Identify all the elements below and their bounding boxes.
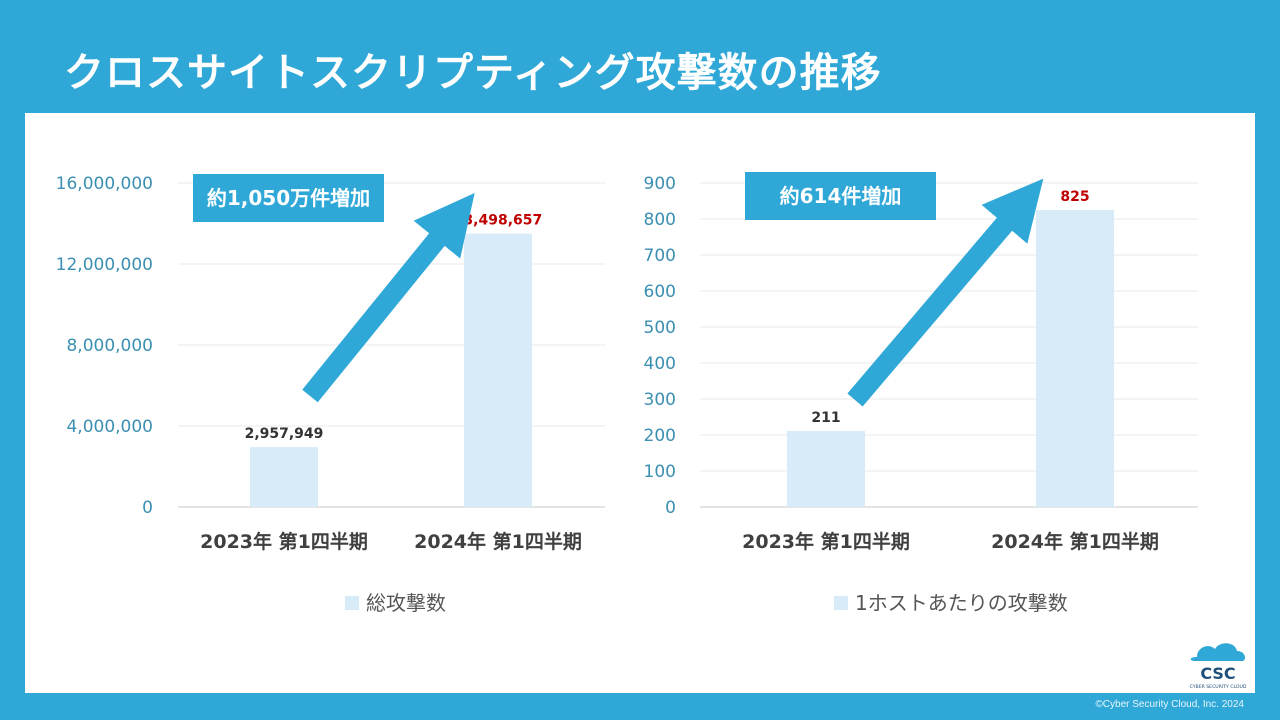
x-category-label: 2023年 第1四半期 [200,530,368,553]
logo-subtext: CYBER SECURITY CLOUD [1190,684,1247,690]
bar [1036,210,1114,507]
legend-swatch [345,596,359,610]
logo-text: CSC [1200,664,1235,683]
legend-label: 総攻撃数 [366,591,446,615]
bar [787,431,865,507]
y-tick-label: 8,000,000 [66,336,153,356]
y-tick-label: 4,000,000 [66,417,153,437]
page-title: クロスサイトスクリプティング攻撃数の推移 [64,50,882,96]
y-tick-label: 16,000,000 [56,174,153,194]
y-tick-label: 500 [644,318,676,338]
y-tick-label: 700 [644,246,676,266]
legend-label: 1ホストあたりの攻撃数 [855,591,1068,615]
growth-arrow [847,178,1044,407]
copyright-text: ©Cyber Security Cloud, Inc. 2024 [1095,699,1244,710]
bar-data-label: 2,957,949 [245,426,324,442]
x-category-label: 2023年 第1四半期 [742,530,910,553]
y-tick-label: 100 [644,462,676,482]
chart-total-attacks: 0 4,000,000 8,000,000 12,000,000 16,000,000 2… [56,174,605,615]
y-tick-label: 300 [644,390,676,410]
increase-callout-text: 約614件増加 [780,184,902,208]
x-category-label: 2024年 第1四半期 [414,530,582,553]
y-tick-label: 400 [644,354,676,374]
increase-callout [193,174,384,222]
bar [464,233,532,507]
legend-swatch [834,596,848,610]
bar-data-label: 211 [811,410,840,426]
increase-callout-text: 約1,050万件増加 [207,186,370,210]
growth-arrow [302,193,475,403]
y-tick-label: 800 [644,210,676,230]
y-tick-label: 12,000,000 [56,255,153,275]
increase-callout [745,172,936,220]
bar-data-label: 825 [1060,189,1089,205]
x-category-label: 2024年 第1四半期 [991,530,1159,553]
y-tick-label: 200 [644,426,676,446]
y-tick-label: 0 [142,498,153,518]
y-tick-label: 600 [644,282,676,302]
y-tick-label: 0 [665,498,676,518]
bar [250,447,318,507]
csc-logo: CSC CYBER SECURITY CLOUD [1190,643,1247,690]
bar-data-label: 13,498,657 [454,213,543,229]
y-tick-label: 900 [644,174,676,194]
